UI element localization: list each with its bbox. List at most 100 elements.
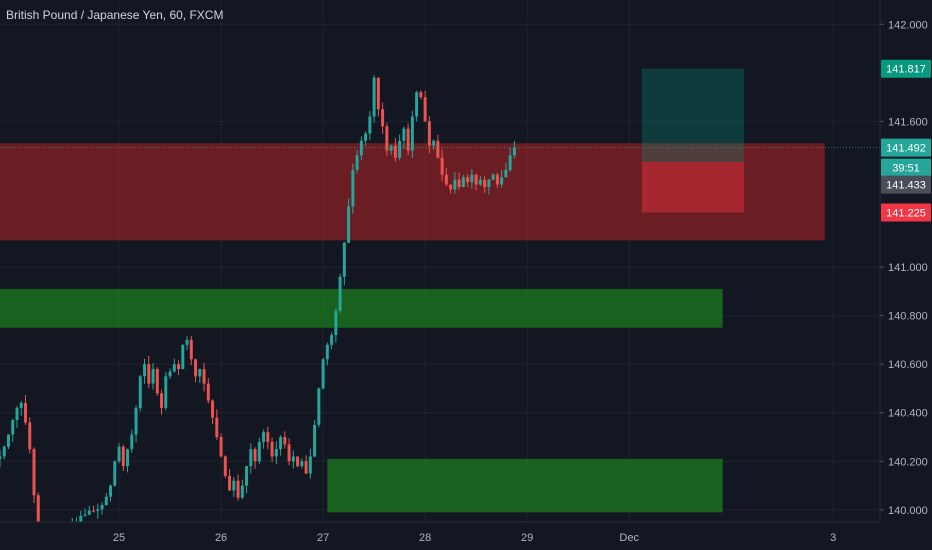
candle-body — [236, 480, 240, 498]
candle-body — [368, 116, 372, 134]
candle-bullish — [330, 332, 334, 350]
candle-body — [147, 364, 151, 384]
candle-bullish — [500, 170, 504, 188]
candle-body — [83, 514, 87, 516]
candle-body — [483, 179, 487, 187]
candle-bearish — [495, 172, 499, 188]
candle-body — [168, 371, 172, 377]
candle-body — [338, 276, 342, 311]
price-tick-label: 140.200 — [888, 456, 928, 468]
candle-body — [126, 449, 130, 467]
candle-body — [194, 359, 198, 377]
candle-bullish — [478, 175, 482, 186]
candle-bearish — [266, 426, 270, 450]
price-zones — [0, 143, 825, 513]
time-tick-label: Dec — [619, 532, 639, 544]
candle-body — [266, 432, 270, 442]
candle-bullish — [355, 149, 359, 174]
candle-body — [389, 145, 393, 151]
candle-body — [381, 109, 385, 127]
last-price-label: 141.492 — [881, 138, 931, 157]
candle-bearish — [155, 367, 159, 396]
candle-body — [121, 446, 125, 467]
candle-body — [143, 364, 147, 377]
candle-bullish — [470, 169, 474, 189]
candle-body — [423, 97, 427, 122]
profit-target-zone — [641, 68, 744, 162]
candle-body — [11, 420, 15, 435]
resistance-zone — [0, 143, 825, 241]
candle-bearish — [228, 469, 232, 491]
candle-bearish — [466, 174, 470, 187]
candle-body — [466, 177, 470, 183]
candle-body — [330, 335, 334, 345]
candle-bearish — [270, 437, 274, 462]
countdown-price-label-bg — [881, 158, 931, 177]
candle-body — [313, 424, 317, 457]
candle-body — [215, 417, 219, 438]
candle-bearish — [24, 395, 27, 426]
candle-bullish — [372, 75, 376, 123]
candle-body — [415, 92, 419, 117]
long-position-tool[interactable] — [641, 68, 744, 213]
candle-body — [364, 133, 368, 141]
entry-price-label-bg — [881, 175, 931, 194]
candle-body — [495, 174, 499, 185]
candle-bullish — [117, 443, 121, 464]
support-zone — [327, 458, 723, 513]
candle-body — [457, 179, 461, 187]
candle-bearish — [440, 149, 444, 181]
candle-body — [177, 364, 181, 370]
candle-body — [291, 456, 295, 462]
candle-body — [325, 344, 329, 360]
candle-body — [440, 157, 444, 175]
candle-body — [19, 403, 23, 408]
candle-body — [504, 169, 508, 178]
candle-bearish — [393, 138, 397, 162]
candle-bullish — [334, 307, 338, 343]
candle-body — [211, 400, 215, 418]
candle-bearish — [215, 409, 219, 440]
candle-bullish — [504, 162, 508, 178]
candle-bullish — [313, 420, 317, 458]
candle-body — [109, 485, 113, 497]
last-price-label-bg — [881, 138, 931, 157]
candle-body — [2, 446, 6, 457]
candle-bearish — [219, 433, 223, 458]
candle-body — [393, 145, 397, 158]
candle-bullish — [308, 448, 312, 479]
target-price-label: 141.817 — [881, 59, 931, 78]
candle-bullish — [257, 437, 261, 464]
candle-bullish — [11, 418, 15, 442]
candle-body — [334, 310, 338, 336]
candle-bullish — [359, 136, 363, 161]
price-axis[interactable]: 142.000 141.600 141.000 140.800 140.600 140.4… — [880, 19, 928, 517]
support-zone — [0, 288, 723, 328]
candle-bearish — [376, 77, 380, 117]
price-tick-label: 140.600 — [888, 359, 928, 371]
candle-body — [228, 475, 232, 491]
time-axis[interactable]: 2526272829Dec345 — [113, 532, 932, 544]
candle-bullish — [185, 336, 189, 351]
candle-body — [223, 456, 227, 476]
candle-body — [436, 140, 440, 158]
candle-body — [15, 407, 19, 421]
candle-bullish — [138, 374, 142, 412]
candle-bearish — [223, 455, 227, 479]
candle-bullish — [415, 90, 419, 122]
candle-body — [270, 441, 274, 457]
candle-body — [359, 140, 363, 156]
candle-body — [257, 441, 261, 462]
candle-body — [130, 434, 134, 450]
candle-bearish — [28, 417, 32, 454]
candle-bearish — [147, 355, 151, 388]
candle-bullish — [342, 241, 346, 286]
candle-body — [347, 206, 351, 243]
candle-body — [155, 369, 159, 394]
candle-bearish — [423, 90, 427, 122]
time-axis-background — [0, 522, 932, 550]
candle-body — [512, 147, 516, 156]
time-tick-label: 27 — [317, 532, 329, 544]
candle-bullish — [100, 502, 104, 515]
